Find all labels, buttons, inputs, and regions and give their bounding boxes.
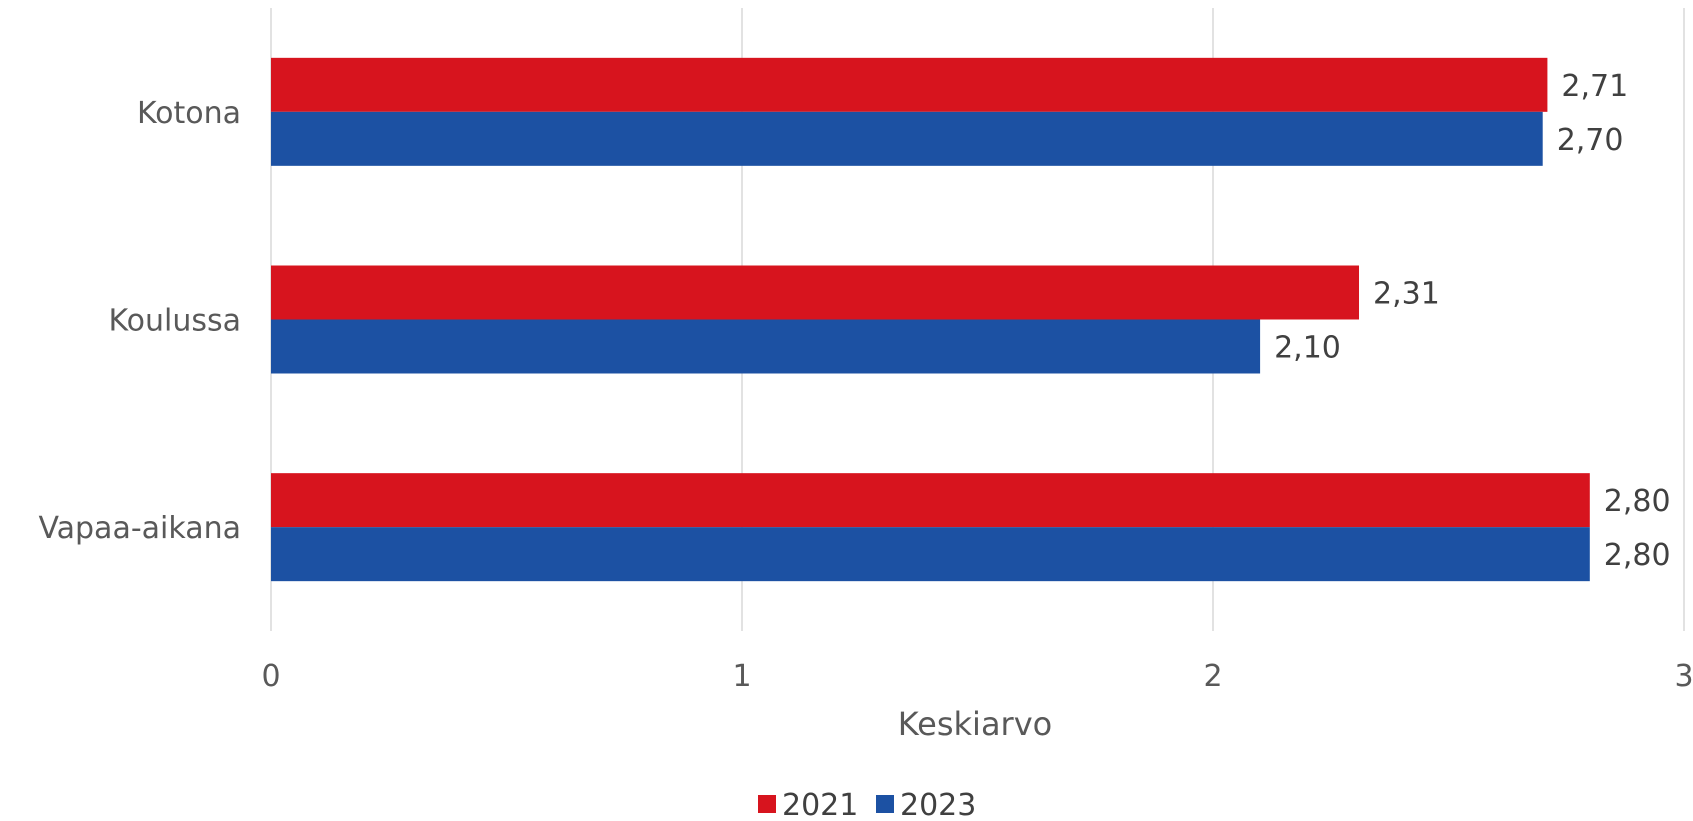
category-label: Kotona <box>137 96 241 131</box>
bar-2023 <box>271 111 1543 166</box>
bar-2021 <box>271 473 1590 528</box>
legend-label-2021: 2021 <box>782 788 858 821</box>
x-tick-label: 1 <box>732 659 751 694</box>
x-tick-labels: 0 1 2 3 <box>261 659 1693 694</box>
data-label-2021: 2,71 <box>1561 69 1628 104</box>
data-label-2021: 2,31 <box>1373 277 1440 312</box>
x-tick-label: 0 <box>261 659 280 694</box>
category-label: Vapaa-aikana <box>38 511 241 546</box>
data-label-2023: 2,80 <box>1604 538 1671 573</box>
data-label-2021: 2,80 <box>1604 484 1671 519</box>
bar-2023 <box>271 319 1261 374</box>
x-tick-label: 2 <box>1203 659 1222 694</box>
data-label-2023: 2,10 <box>1274 331 1341 366</box>
data-labels: 2,71 2,70 2,31 2,10 2,80 2,80 <box>1274 69 1670 573</box>
bar-2023 <box>271 527 1590 582</box>
x-axis-title: Keskiarvo <box>898 705 1052 743</box>
bar-2021 <box>271 57 1548 112</box>
legend-label-2023: 2023 <box>900 788 976 821</box>
bar-2021 <box>271 265 1360 320</box>
legend: 2021 2023 <box>758 788 976 821</box>
category-labels: Kotona Koulussa Vapaa-aikana <box>38 96 241 546</box>
data-label-2023: 2,70 <box>1557 123 1624 158</box>
legend-swatch-2021 <box>758 795 776 813</box>
bars <box>271 57 1590 582</box>
legend-swatch-2023 <box>876 795 894 813</box>
x-tick-label: 3 <box>1674 659 1693 694</box>
category-label: Koulussa <box>108 304 241 339</box>
